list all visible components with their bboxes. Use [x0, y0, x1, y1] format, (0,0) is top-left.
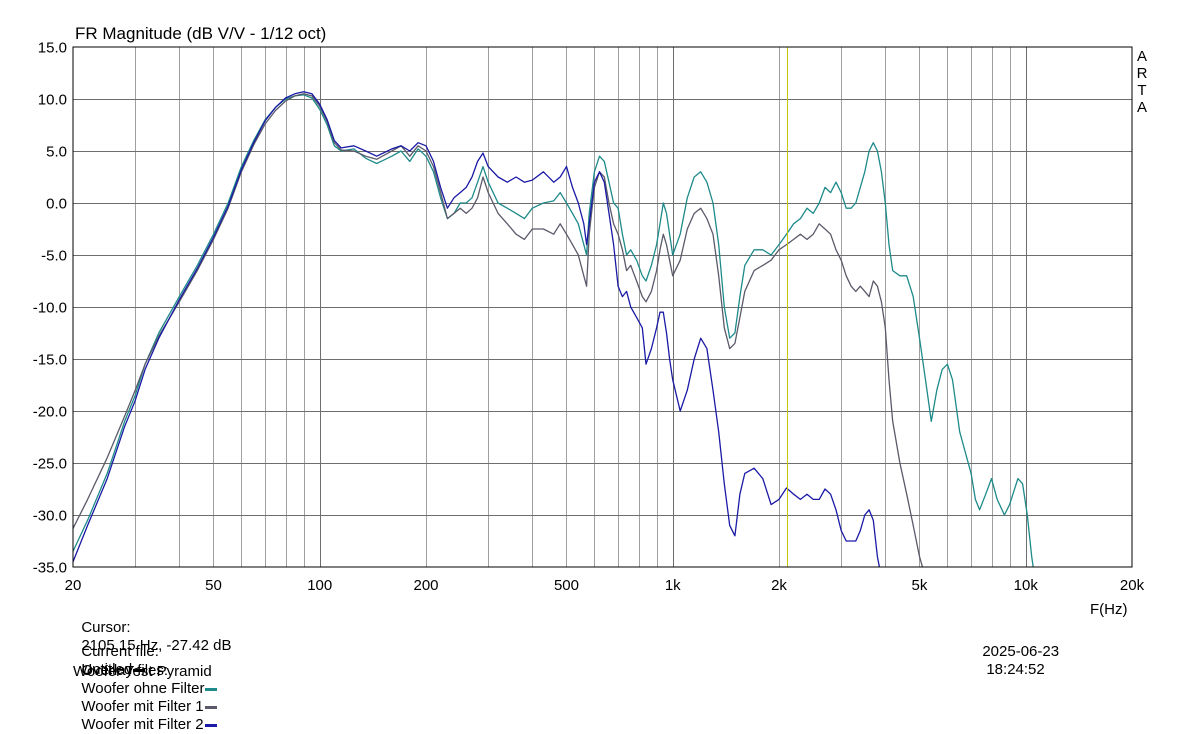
y-tick-label: 10.0 [38, 92, 67, 109]
caption: Woofer Test Pyramid [73, 663, 212, 680]
y-tick-label: -20.0 [33, 404, 67, 421]
cursor-label: Cursor: [81, 619, 131, 636]
plot-border [72, 46, 1133, 568]
x-tick-label: 2k [771, 577, 787, 594]
overlay-file-0[interactable]: Woofer ohne Filter [81, 680, 205, 697]
current-file-name: Untitled [81, 661, 133, 678]
side-label-letter: A [1136, 99, 1147, 116]
current-file-label: Current file: [81, 643, 159, 660]
series-line-2 [73, 91, 881, 567]
chart-title: FR Magnitude (dB V/V - 1/12 oct) [75, 24, 326, 43]
overlay-files-label: Overlay files: [81, 662, 169, 679]
series-line-1 [73, 93, 924, 567]
date: 2025-06-23 [982, 643, 1060, 660]
y-tick-label: -30.0 [33, 508, 67, 525]
x-tick-label: 5k [912, 577, 928, 594]
overlay-files: Overlay files: Woofer ohne Filter Woofer… [73, 644, 218, 734]
x-tick-label: 50 [205, 577, 222, 594]
x-tick-label: 100 [307, 577, 332, 594]
side-label-letter: R [1136, 65, 1148, 82]
x-tick-label: 20k [1120, 577, 1145, 594]
grid-lines [73, 47, 1132, 567]
x-tick-label: 200 [413, 577, 438, 594]
y-tick-label: -10.0 [33, 300, 67, 317]
y-tick-label: 5.0 [46, 144, 67, 161]
x-tick-label: 1k [665, 577, 681, 594]
side-label-letter: T [1137, 82, 1147, 99]
x-tick-label: 10k [1014, 577, 1039, 594]
side-label-letter: A [1136, 48, 1147, 65]
y-tick-label: 0.0 [46, 196, 67, 213]
current-file: Current file: Untitled [73, 625, 159, 679]
y-tick-label: -15.0 [33, 352, 67, 369]
x-tick-label: 20 [65, 577, 82, 594]
series-lines [73, 91, 1034, 567]
overlay-file-2[interactable]: Woofer mit Filter 2 [81, 716, 204, 733]
current-file-swatch [133, 668, 146, 672]
y-tick-label: -35.0 [33, 560, 67, 577]
overlay-swatch-1 [204, 705, 217, 709]
cursor-readout: Cursor: 2105.15 Hz, -27.42 dB [73, 601, 231, 655]
cursor-value: 2105.15 Hz, -27.42 dB [81, 637, 232, 654]
x-axis-label: F(Hz) [1090, 601, 1128, 618]
overlay-file-1[interactable]: Woofer mit Filter 1 [81, 698, 204, 715]
x-tick-labels: 20 50 100 200 500 1k 2k 5k 10k 20k [65, 577, 1145, 594]
x-tick-label: 500 [554, 577, 579, 594]
time: 18:24:52 [986, 661, 1045, 678]
overlay-swatch-2 [204, 723, 217, 727]
y-tick-label: -25.0 [33, 456, 67, 473]
y-tick-label: -5.0 [41, 248, 67, 265]
overlay-swatch-0 [205, 687, 218, 691]
y-tick-labels: 15.0 10.0 5.0 0.0 -5.0 -10.0 -15.0 -20.0 -25.0 -3… [33, 40, 67, 577]
timestamp: 2025-06-23 18:24:52 [974, 625, 1059, 679]
y-tick-label: 15.0 [38, 40, 67, 57]
frequency-response-chart: 15.0 10.0 5.0 0.0 -5.0 -10.0 -15.0 -20.0 -25.0 -3… [33, 24, 1145, 594]
